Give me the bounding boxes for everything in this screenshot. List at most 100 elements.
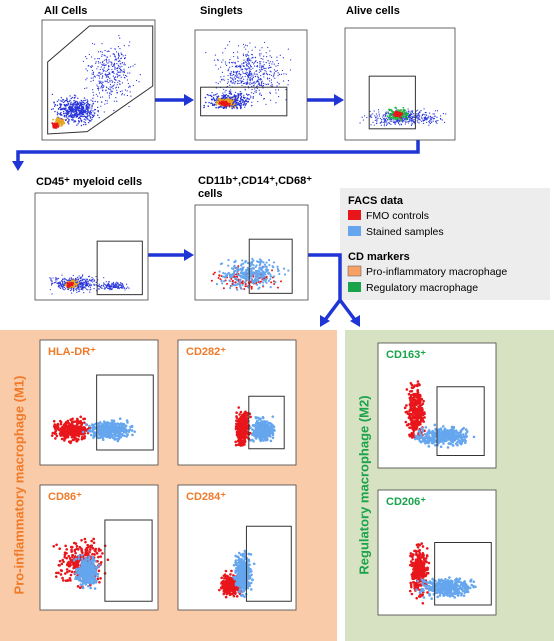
event-dot	[263, 420, 267, 424]
event-dot	[112, 64, 115, 66]
event-dot	[97, 427, 100, 431]
event-dot	[79, 415, 83, 419]
event-dot	[124, 89, 127, 91]
event-dot	[232, 73, 234, 75]
event-dot	[221, 79, 223, 81]
event-dot	[54, 104, 56, 106]
event-dot	[253, 65, 256, 67]
event-dot	[109, 79, 111, 81]
event-dot	[264, 67, 266, 70]
event-dot	[97, 569, 101, 573]
event-dot	[87, 65, 89, 67]
arrow	[16, 132, 420, 163]
event-dot	[249, 73, 251, 75]
event-dot	[63, 108, 65, 110]
event-dot	[83, 292, 85, 294]
event-dot	[421, 116, 423, 118]
event-dot	[274, 77, 276, 79]
event-dot	[79, 107, 81, 110]
event-dot	[118, 284, 120, 286]
event-dot	[110, 93, 112, 96]
event-dot	[77, 278, 79, 280]
event-dot	[374, 119, 376, 122]
event-dot	[117, 67, 119, 69]
event-dot	[239, 94, 242, 96]
event-dot	[239, 102, 242, 105]
event-dot	[243, 59, 245, 61]
event-dot	[411, 120, 414, 122]
event-dot	[61, 108, 64, 111]
event-dot	[51, 431, 55, 435]
event-dot	[117, 282, 119, 284]
event-dot	[63, 101, 66, 103]
event-dot	[243, 439, 247, 443]
event-dot	[57, 284, 60, 286]
event-dot	[246, 57, 248, 60]
event-dot	[223, 79, 225, 81]
event-dot	[87, 118, 89, 120]
event-dot	[116, 76, 118, 78]
event-dot	[250, 104, 253, 107]
event-dot	[421, 114, 424, 116]
event-dot	[243, 100, 246, 103]
event-dot	[235, 106, 238, 108]
event-dot	[232, 70, 235, 72]
event-dot	[205, 101, 207, 104]
event-dot	[260, 53, 262, 55]
legend-swatch	[348, 226, 361, 236]
event-dot	[70, 114, 72, 117]
event-dot	[262, 427, 265, 430]
event-dot	[437, 119, 439, 122]
event-dot	[215, 82, 217, 84]
event-dot	[226, 82, 228, 84]
event-dot	[266, 423, 270, 427]
event-dot	[265, 103, 267, 105]
event-dot	[98, 81, 101, 83]
event-dot	[439, 117, 442, 120]
event-dot	[254, 46, 256, 48]
event-dot	[260, 94, 262, 96]
event-dot	[89, 286, 91, 288]
event-dot	[56, 114, 59, 116]
event-dot	[70, 289, 73, 291]
event-dot	[257, 274, 260, 277]
event-dot	[372, 113, 374, 115]
event-dot	[82, 111, 84, 114]
event-dot	[223, 75, 225, 77]
event-dot	[98, 75, 101, 77]
event-dot	[81, 109, 83, 112]
event-dot	[239, 268, 242, 271]
event-dot	[255, 91, 257, 93]
event-dot	[242, 104, 245, 106]
event-dot	[79, 101, 81, 103]
event-dot	[116, 439, 120, 443]
event-dot	[250, 95, 252, 97]
event-dot	[102, 68, 104, 70]
event-dot	[87, 121, 90, 124]
event-dot	[246, 65, 248, 67]
event-dot	[406, 114, 409, 117]
event-dot	[237, 45, 240, 47]
legend-label: Pro-inflammatory macrophage	[366, 266, 507, 278]
event-dot	[115, 79, 117, 81]
event-dot	[81, 430, 85, 434]
event-dot	[101, 63, 103, 65]
event-dot	[98, 87, 100, 89]
event-dot	[129, 91, 131, 93]
event-dot	[262, 73, 264, 75]
event-dot	[77, 117, 80, 120]
event-dot	[227, 99, 230, 102]
event-dot	[262, 261, 265, 264]
event-dot	[115, 434, 119, 437]
event-dot	[113, 100, 116, 102]
event-dot	[119, 60, 121, 63]
event-dot	[121, 92, 124, 95]
event-dot	[108, 88, 110, 91]
event-dot	[92, 114, 94, 117]
event-dot	[220, 76, 222, 78]
gate	[47, 25, 154, 135]
event-dot	[124, 64, 126, 66]
event-dot	[256, 416, 260, 420]
arrow-heads	[12, 94, 360, 327]
event-dot	[92, 278, 94, 280]
